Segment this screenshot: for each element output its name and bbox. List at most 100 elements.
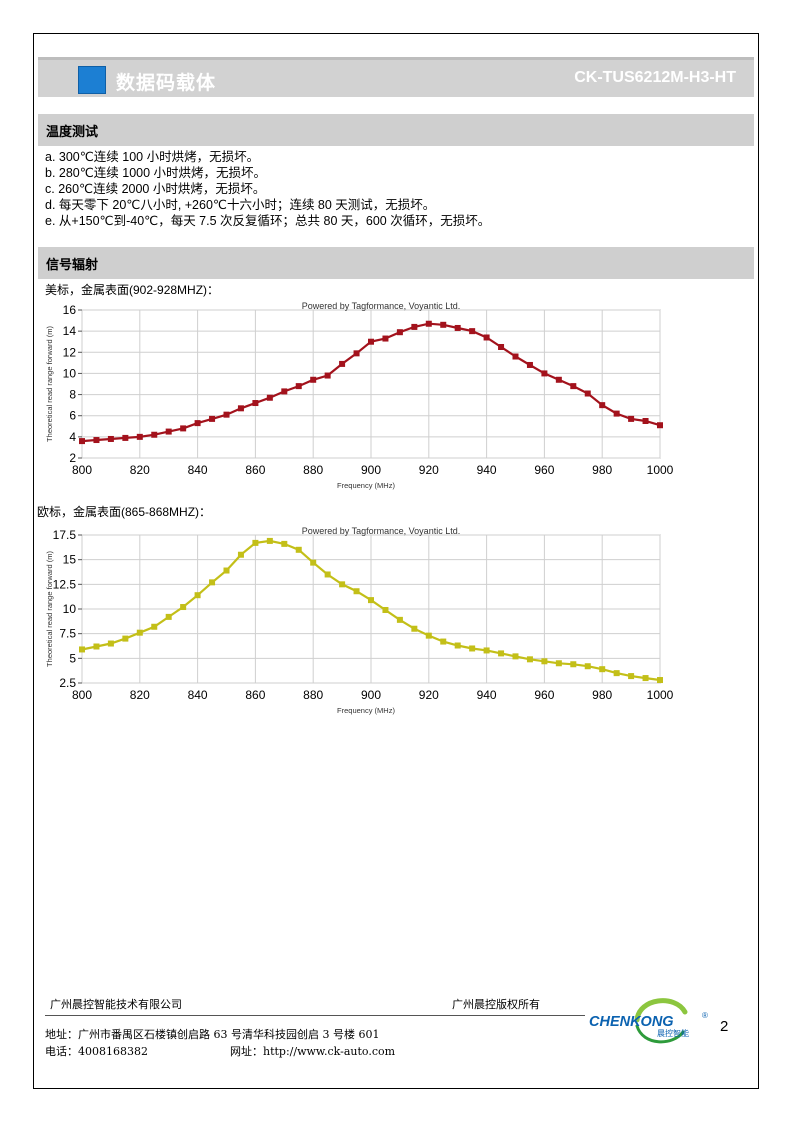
data-point	[194, 420, 201, 427]
data-point	[599, 666, 606, 673]
data-point	[209, 415, 216, 422]
y-tick-label: 12	[63, 345, 77, 359]
data-point	[483, 334, 490, 341]
data-point	[541, 658, 548, 665]
data-point	[136, 629, 143, 636]
data-point	[223, 411, 230, 418]
data-point	[180, 425, 187, 432]
data-point	[151, 623, 158, 630]
us-read-range-chart: 800 820 840 860 880 900 920 940 960 980 1000 2 4 6 8 10…	[45, 301, 674, 490]
chart-title: Powered by Tagformance, Voyantic Ltd.	[302, 301, 460, 311]
data-point	[339, 581, 346, 588]
data-point	[79, 438, 85, 445]
data-point	[382, 335, 389, 342]
data-point	[454, 324, 461, 331]
data-point	[353, 350, 360, 357]
page-header: 数据码载体 CK-TUS6212M-H3-HT	[38, 57, 754, 97]
y-tick-label: 14	[63, 324, 77, 338]
temperature-section-header: 温度测试	[38, 114, 754, 146]
x-tick-label: 960	[534, 463, 554, 477]
chenkong-logo: CHENKONG ® 晨控智能	[589, 998, 708, 1044]
x-tick-label: 920	[419, 463, 439, 477]
data-point	[425, 632, 432, 639]
data-point	[252, 539, 259, 546]
data-point	[165, 428, 172, 435]
data-point	[570, 661, 577, 668]
y-tick-label: 7.5	[59, 627, 76, 641]
temperature-item: a. 300℃连续 100 小时烘烤，无损坏。	[45, 150, 260, 164]
logo-swoosh-lower-icon	[635, 1024, 685, 1044]
data-point	[469, 328, 476, 335]
data-point	[194, 592, 201, 599]
data-point	[512, 353, 519, 360]
y-tick-label: 12.5	[53, 577, 77, 591]
data-point	[628, 673, 635, 680]
data-point	[368, 338, 374, 345]
footer-address: 地址：广州市番禺区石楼镇创启路 63 号清华科技园创启 3 号楼 601	[45, 1028, 380, 1041]
x-tick-label: 860	[245, 688, 265, 702]
data-point	[295, 383, 302, 390]
temperature-item: b. 280℃连续 1000 小时烘烤，无损坏。	[45, 166, 267, 180]
product-code: CK-TUS6212M-H3-HT	[574, 69, 736, 86]
footer-phone: 电话：4008168382	[45, 1045, 148, 1058]
data-point	[252, 400, 259, 407]
data-point	[107, 640, 114, 647]
data-point	[454, 642, 461, 649]
x-tick-label: 880	[303, 463, 323, 477]
x-tick-label: 980	[592, 463, 612, 477]
x-tick-label: 800	[72, 688, 92, 702]
data-point	[440, 638, 447, 645]
eu-read-range-chart: 800 820 840 860 880 900 920 940 960 980 1000 2.5 5 7.…	[45, 526, 674, 715]
y-tick-label: 10	[63, 366, 77, 380]
data-point	[526, 361, 533, 368]
temperature-item: e. 从+150℃到-40℃，每天 7.5 次反复循环；总共 80 天，600 …	[45, 214, 491, 228]
data-point	[526, 656, 533, 663]
data-point	[599, 402, 606, 409]
y-tick-label: 16	[63, 303, 77, 317]
data-point	[237, 551, 244, 558]
data-point	[107, 435, 114, 442]
y-tick-label: 8	[69, 388, 76, 402]
header-accent-square	[78, 66, 106, 94]
data-point	[237, 405, 244, 412]
y-tick-label: 10	[63, 602, 77, 616]
data-point	[498, 650, 505, 657]
x-tick-label: 980	[592, 688, 612, 702]
data-point	[310, 559, 317, 566]
data-point	[411, 323, 418, 330]
data-point	[209, 579, 216, 586]
data-point	[613, 410, 620, 417]
x-tick-label: 880	[303, 688, 323, 702]
data-point	[165, 613, 172, 620]
x-tick-label: 1000	[647, 688, 674, 702]
data-point	[584, 663, 591, 670]
x-axis-label: Frequency (MHz)	[337, 481, 395, 490]
logo-text: CHENKONG	[589, 1014, 674, 1030]
data-point	[295, 546, 302, 553]
data-point	[657, 677, 663, 684]
x-axis-label: Frequency (MHz)	[337, 706, 395, 715]
logo-subtext: 晨控智能	[657, 1028, 689, 1038]
data-point	[396, 329, 403, 336]
y-axis-label: Theoretical read range forward (m)	[45, 551, 54, 667]
eu-chart-caption: 欧标，金属表面(865-868MHZ)：	[37, 505, 212, 519]
data-point	[353, 588, 360, 595]
y-tick-label: 4	[69, 430, 76, 444]
data-point	[266, 537, 273, 544]
us-chart-caption: 美标，金属表面(902-928MHZ)：	[45, 283, 220, 297]
data-point	[382, 606, 389, 613]
data-point	[180, 604, 187, 611]
x-tick-label: 940	[477, 688, 497, 702]
footer-divider	[45, 1015, 585, 1016]
x-tick-label: 820	[130, 463, 150, 477]
data-point	[324, 571, 331, 578]
data-point	[281, 540, 288, 547]
data-point	[93, 437, 100, 444]
data-point	[555, 376, 562, 383]
y-tick-label: 17.5	[53, 528, 77, 542]
x-tick-label: 900	[361, 463, 381, 477]
x-tick-label: 920	[419, 688, 439, 702]
data-point	[151, 431, 158, 438]
footer-company: 广州晨控智能技术有限公司	[50, 998, 182, 1011]
y-tick-label: 6	[69, 409, 76, 423]
